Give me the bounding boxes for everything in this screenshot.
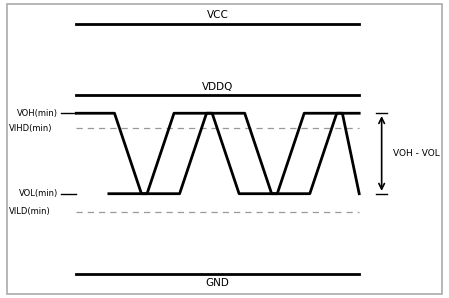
Text: VDDQ: VDDQ [202,82,233,92]
Text: VOH - VOL: VOH - VOL [393,149,440,158]
Text: VCC: VCC [207,10,229,20]
Text: VOH(min): VOH(min) [18,109,58,118]
Text: VOL(min): VOL(min) [19,189,58,198]
Text: VIHD(min): VIHD(min) [9,124,53,133]
Text: GND: GND [206,278,230,288]
Text: VILD(min): VILD(min) [9,207,51,216]
